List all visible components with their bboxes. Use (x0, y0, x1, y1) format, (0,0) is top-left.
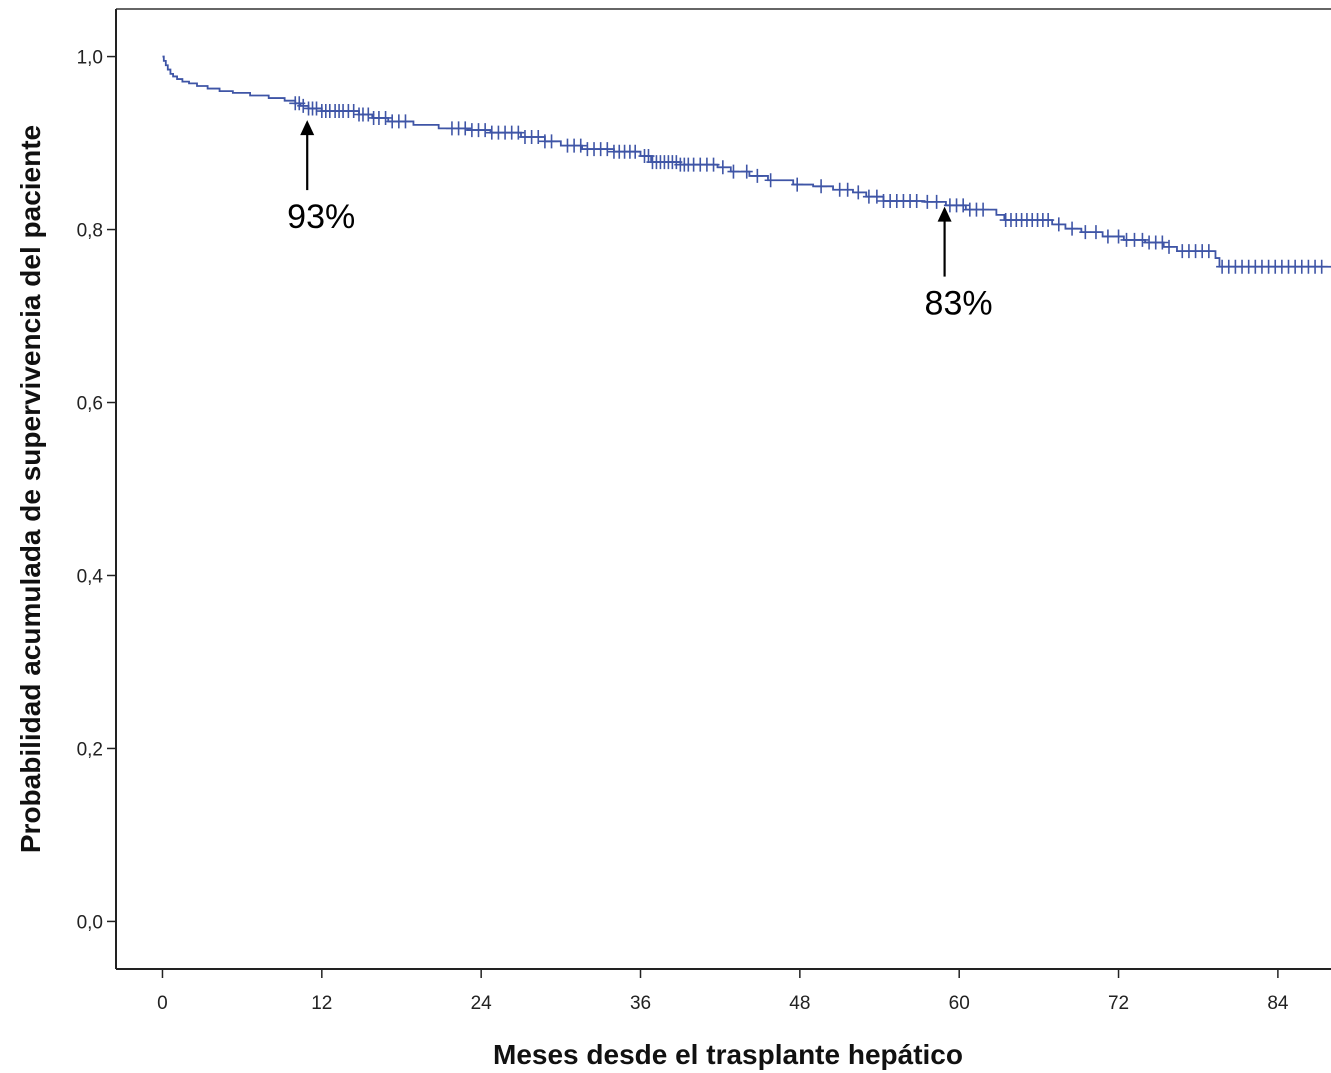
x-tick-label: 24 (471, 993, 493, 1014)
censor-mark (362, 107, 375, 122)
censor-mark (1089, 225, 1102, 240)
censor-mark (740, 164, 753, 179)
y-tick-label: 0,2 (77, 739, 103, 760)
y-axis-title: Probabilidad acumulada de supervivencia … (15, 125, 46, 853)
annotations: 93% 83% (287, 120, 993, 323)
censor-mark (707, 157, 720, 172)
x-tick-label: 72 (1108, 993, 1129, 1014)
censor-mark (629, 144, 642, 159)
censor-mark (957, 198, 970, 213)
censor-mark (764, 173, 777, 188)
censor-mark (930, 194, 943, 209)
plot-frame (115, 8, 1331, 970)
x-tick-label: 12 (311, 993, 332, 1014)
y-tick-label: 0,8 (77, 221, 103, 242)
censor-mark (910, 194, 923, 208)
censor-mark (751, 168, 764, 183)
censor-mark (1079, 225, 1092, 240)
censor-mark (1202, 244, 1215, 259)
censor-mark (532, 130, 545, 144)
censor-mark (459, 121, 472, 136)
x-tick-label: 0 (157, 993, 168, 1014)
annotation-arrow-head (300, 120, 315, 136)
y-tick-label: 0,6 (77, 394, 103, 415)
censor-mark (815, 179, 828, 194)
y-axis-ticks: 0,0 0,2 0,4 0,6 0,8 1,0 (77, 48, 116, 933)
y-tick-label: 1,0 (77, 48, 103, 69)
censor-marks (289, 96, 1328, 274)
censor-mark (310, 101, 323, 116)
x-tick-label: 36 (630, 993, 651, 1014)
censor-mark (1101, 229, 1114, 244)
y-tick-label: 0,4 (77, 566, 104, 587)
x-tick-label: 60 (949, 993, 970, 1014)
censor-mark (601, 142, 614, 157)
censor-mark (977, 202, 990, 217)
censor-mark (512, 125, 525, 140)
x-tick-label: 48 (789, 993, 810, 1014)
censor-mark (841, 182, 854, 197)
censor-mark (1163, 239, 1175, 254)
censor-mark (1066, 221, 1079, 236)
censor-mark (791, 177, 804, 192)
censor-mark (297, 98, 310, 113)
censor-mark (852, 185, 865, 200)
censor-mark (379, 110, 392, 125)
censor-mark (1042, 213, 1055, 228)
censor-mark (727, 164, 740, 179)
annotation-label: 93% (287, 198, 355, 236)
x-axis-ticks: 0 12 24 36 48 60 72 84 (157, 969, 1289, 1014)
x-axis-title: Meses desde el trasplante hepático (493, 1039, 963, 1070)
x-tick-label: 84 (1267, 993, 1289, 1014)
annotation-label: 83% (925, 285, 993, 323)
censor-mark (1136, 232, 1149, 247)
censor-mark (347, 104, 360, 119)
censor-mark (1315, 259, 1328, 274)
annotation-arrow-head (937, 206, 952, 222)
censor-mark (870, 189, 883, 204)
censor-mark (716, 160, 729, 175)
y-tick-label: 0,0 (77, 912, 103, 933)
censor-mark (1052, 217, 1065, 232)
censor-mark (1112, 229, 1125, 244)
censor-mark (545, 134, 558, 149)
censor-mark (1156, 235, 1169, 250)
censor-mark (479, 123, 492, 138)
censor-mark (399, 114, 412, 129)
censor-mark (574, 138, 587, 153)
